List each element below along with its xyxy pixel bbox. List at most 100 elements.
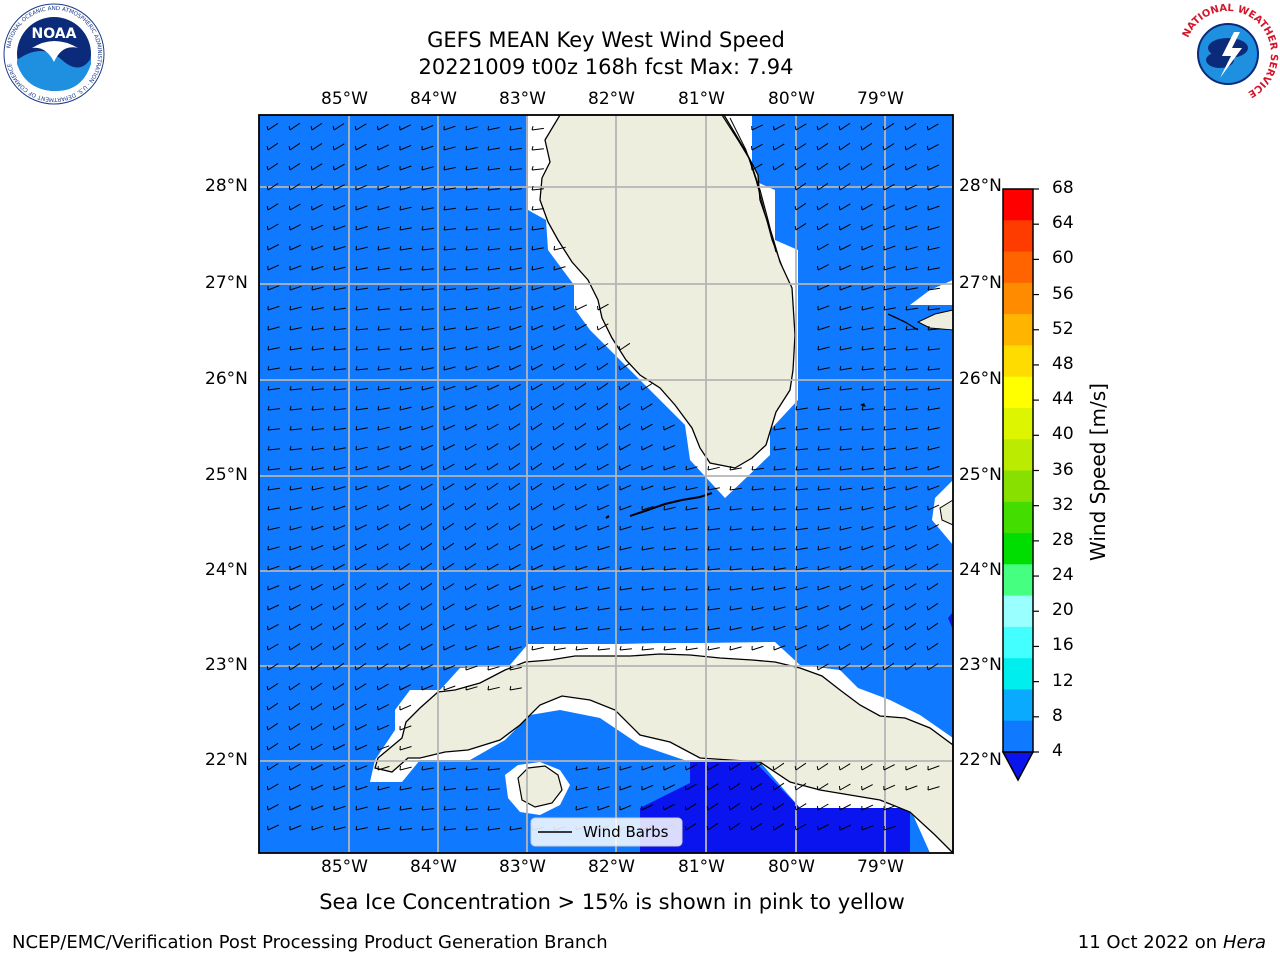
- wind-barb: [333, 563, 345, 571]
- wind-barb: [883, 345, 896, 351]
- wind-barb: [487, 305, 500, 311]
- wind-barb: [355, 426, 368, 431]
- wind-barb: [685, 545, 698, 551]
- wind-barb: [816, 162, 829, 171]
- wind-barb: [883, 306, 896, 311]
- colorbar-segment: [1003, 564, 1033, 597]
- wind-barb: [377, 385, 390, 391]
- wind-barb: [839, 565, 852, 571]
- wind-barb: [443, 265, 456, 271]
- wind-barb: [860, 183, 873, 191]
- wind-barb: [883, 485, 896, 491]
- colorbar-tick-label: 60: [1052, 248, 1074, 269]
- wind-barb: [355, 205, 368, 211]
- wind-barb: [597, 625, 610, 631]
- lat-label-right: 23°N: [959, 655, 1002, 675]
- wind-barb: [487, 785, 500, 791]
- wind-barb: [530, 383, 543, 391]
- wind-barb: [420, 582, 433, 591]
- wind-barb: [399, 386, 412, 391]
- wind-barb: [509, 584, 522, 591]
- wind-barb: [861, 825, 874, 831]
- wind-barb: [817, 284, 830, 291]
- wind-barb: [927, 426, 940, 431]
- wind-barb: [531, 544, 543, 551]
- wind-barb: [883, 325, 896, 331]
- wind-barb: [905, 204, 918, 211]
- wind-barb: [795, 405, 808, 411]
- wind-barb: [377, 265, 390, 271]
- wind-barb: [443, 185, 456, 191]
- wind-barb: [926, 663, 939, 671]
- wind-barb: [509, 285, 522, 291]
- wind-barb: [355, 245, 368, 251]
- wind-barb: [816, 762, 829, 771]
- wind-barb: [355, 285, 368, 291]
- wind-barb: [641, 784, 654, 791]
- wind-barb: [487, 205, 500, 211]
- colorbar-tick-label: 64: [1052, 213, 1074, 234]
- wind-barb: [399, 786, 412, 791]
- colorbar-segment: [1003, 720, 1033, 753]
- wind-barb: [508, 462, 521, 471]
- wind-barb: [289, 783, 301, 791]
- wind-barb: [883, 544, 896, 551]
- wind-barb: [926, 123, 939, 131]
- wind-barb: [421, 444, 434, 451]
- colorbar-segment: [1003, 251, 1033, 284]
- wind-barb: [575, 625, 588, 631]
- wind-barb: [332, 603, 345, 611]
- wind-barb: [354, 602, 367, 611]
- wind-barb: [663, 585, 676, 591]
- wind-barb: [398, 543, 411, 551]
- wind-barb: [377, 745, 390, 751]
- wind-barb: [289, 584, 302, 591]
- wind-barb: [904, 662, 917, 671]
- wind-barb: [333, 805, 346, 811]
- wind-barb: [487, 225, 500, 231]
- colorbar-tick-label: 40: [1052, 424, 1074, 445]
- wind-barb: [816, 783, 829, 791]
- wind-barb: [575, 645, 588, 651]
- wind-barb: [861, 203, 873, 211]
- wind-barb: [904, 583, 917, 591]
- wind-barb: [728, 763, 741, 771]
- wind-barb: [861, 545, 874, 551]
- wind-barb: [839, 285, 852, 291]
- wind-barb: [399, 704, 412, 711]
- wind-barb: [641, 464, 654, 471]
- wind-barb: [443, 405, 456, 411]
- wind-barb: [421, 145, 434, 151]
- wind-barb: [597, 303, 609, 311]
- wind-barb: [773, 525, 786, 531]
- wind-barb: [443, 385, 456, 391]
- wind-barb: [794, 222, 807, 231]
- wind-barb: [377, 445, 390, 451]
- wind-barb: [861, 564, 874, 571]
- wind-barb: [553, 585, 566, 591]
- wind-barb: [289, 365, 302, 371]
- wind-barb: [509, 265, 522, 271]
- wind-barb: [332, 123, 345, 131]
- wind-barb: [794, 823, 807, 831]
- wind-barb: [333, 446, 346, 451]
- wind-barb: [575, 304, 588, 311]
- wind-barb: [399, 684, 412, 691]
- wind-barb: [333, 365, 346, 371]
- wind-barb: [443, 346, 456, 351]
- wind-barb: [575, 585, 588, 591]
- wind-barb: [464, 443, 477, 451]
- wind-barb: [596, 323, 609, 331]
- wind-barb: [618, 362, 631, 371]
- wind-barb: [641, 525, 654, 531]
- wind-barb: [377, 406, 390, 411]
- wind-barb: [927, 143, 939, 151]
- wind-barb: [443, 205, 456, 211]
- colorbar-segment: [1003, 470, 1033, 503]
- wind-barb: [288, 122, 301, 131]
- wind-barb: [288, 763, 301, 771]
- wind-barb: [399, 445, 412, 451]
- wind-barb: [289, 465, 302, 471]
- wind-barb: [487, 685, 500, 691]
- wind-barb: [530, 503, 543, 511]
